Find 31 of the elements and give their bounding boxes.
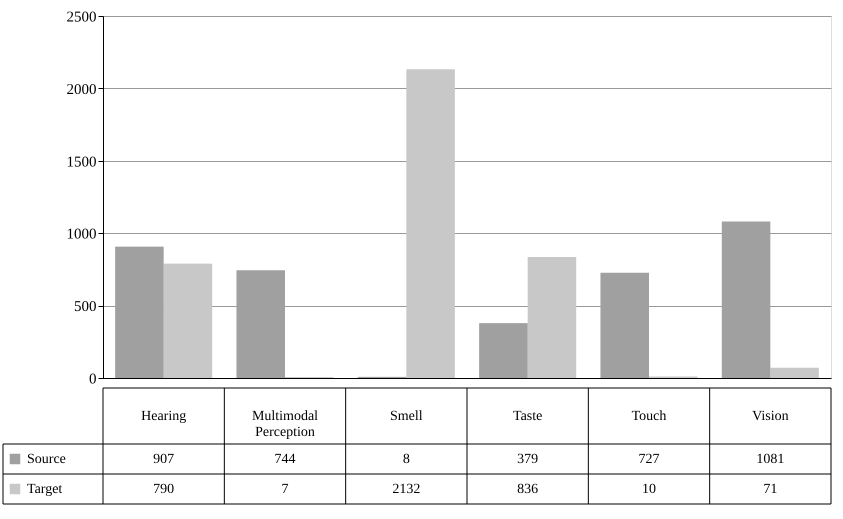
y-tick-label: 1000	[66, 226, 96, 243]
x-tick-label: Taste	[512, 409, 542, 424]
data-label: 1081	[756, 452, 784, 467]
x-tick-label: Multimodal Perception	[252, 409, 318, 440]
y-tick-label: 0	[89, 372, 96, 388]
y-tick-label: 2500	[66, 10, 96, 26]
data-label: 71	[763, 482, 778, 497]
legend-label: Source	[27, 452, 66, 467]
y-tick-label: 500	[74, 299, 96, 316]
x-tick-label: Vision	[752, 409, 789, 424]
bar	[479, 323, 528, 378]
bar	[528, 256, 576, 378]
x-tick-label: Touch	[632, 409, 666, 424]
x-tick-label: Smell	[390, 409, 423, 424]
data-label: 907	[153, 452, 174, 467]
y-tick-label: 1500	[66, 154, 96, 170]
data-label: 790	[153, 482, 174, 497]
x-tick-label: Hearing	[141, 409, 186, 424]
data-label: 379	[517, 452, 538, 467]
bar	[770, 368, 819, 378]
y-tick-label: 2000	[66, 82, 96, 98]
data-label: 744	[274, 452, 296, 467]
data-label: 727	[638, 452, 660, 467]
bar	[164, 264, 212, 378]
legend-label: Target	[27, 482, 62, 497]
data-label: 7	[282, 482, 288, 497]
data-label: 10	[642, 482, 656, 497]
data-label: 836	[517, 482, 538, 497]
data-label: 2132	[392, 482, 420, 497]
bar	[406, 69, 455, 378]
data-label: 8	[402, 452, 410, 467]
